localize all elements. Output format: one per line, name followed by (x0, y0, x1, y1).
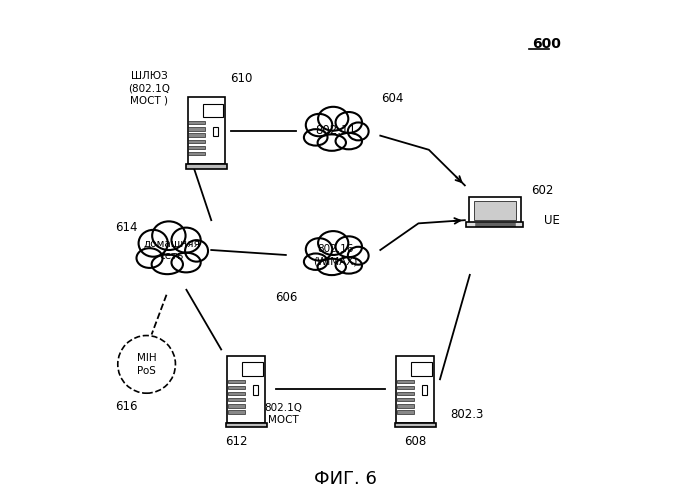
FancyBboxPatch shape (213, 126, 218, 136)
Ellipse shape (336, 133, 362, 150)
FancyBboxPatch shape (189, 121, 205, 124)
FancyBboxPatch shape (397, 410, 414, 414)
FancyBboxPatch shape (189, 134, 205, 137)
FancyBboxPatch shape (397, 398, 414, 402)
Ellipse shape (318, 107, 348, 130)
Ellipse shape (336, 257, 362, 274)
Text: 602: 602 (531, 184, 553, 197)
FancyBboxPatch shape (228, 410, 245, 414)
Ellipse shape (348, 247, 368, 264)
Ellipse shape (336, 236, 362, 257)
Text: 802.11: 802.11 (315, 124, 356, 137)
FancyBboxPatch shape (227, 356, 265, 423)
Ellipse shape (318, 258, 346, 275)
Text: 616: 616 (115, 400, 138, 413)
Text: 802.1Q
МОСТ: 802.1Q МОСТ (265, 403, 303, 425)
Ellipse shape (348, 122, 368, 140)
Text: 612: 612 (225, 435, 247, 448)
Text: 802.3: 802.3 (451, 408, 484, 420)
Ellipse shape (318, 231, 348, 255)
Text: 604: 604 (381, 92, 404, 105)
Text: UE: UE (544, 214, 560, 226)
Ellipse shape (152, 222, 186, 250)
FancyBboxPatch shape (189, 127, 205, 130)
FancyBboxPatch shape (397, 380, 414, 383)
FancyBboxPatch shape (228, 392, 245, 396)
Ellipse shape (306, 238, 332, 260)
FancyBboxPatch shape (189, 146, 205, 149)
Ellipse shape (139, 230, 168, 256)
FancyBboxPatch shape (397, 386, 414, 389)
Text: 802.16
(WIMAX): 802.16 (WIMAX) (313, 244, 358, 266)
Ellipse shape (318, 134, 346, 151)
Text: 606: 606 (274, 290, 297, 304)
Text: 600: 600 (532, 36, 561, 51)
Ellipse shape (185, 240, 208, 262)
FancyBboxPatch shape (189, 152, 205, 155)
Ellipse shape (336, 112, 362, 133)
FancyBboxPatch shape (466, 222, 523, 228)
FancyBboxPatch shape (228, 386, 245, 389)
FancyBboxPatch shape (228, 398, 245, 402)
FancyBboxPatch shape (189, 140, 205, 143)
FancyBboxPatch shape (411, 362, 432, 376)
Ellipse shape (137, 248, 162, 268)
Ellipse shape (304, 129, 328, 146)
FancyBboxPatch shape (422, 385, 427, 394)
Text: ШЛЮЗ
(802.1Q
МОСТ ): ШЛЮЗ (802.1Q МОСТ ) (128, 71, 170, 106)
Ellipse shape (151, 254, 183, 274)
Text: домашняя
сеть: домашняя сеть (143, 239, 200, 261)
FancyBboxPatch shape (186, 164, 227, 169)
FancyBboxPatch shape (188, 97, 225, 164)
FancyBboxPatch shape (202, 104, 223, 117)
Text: 608: 608 (404, 435, 426, 448)
Text: ФИГ. 6: ФИГ. 6 (314, 470, 377, 488)
FancyBboxPatch shape (468, 197, 521, 223)
FancyBboxPatch shape (397, 404, 414, 407)
FancyBboxPatch shape (395, 423, 435, 428)
FancyBboxPatch shape (225, 423, 267, 428)
FancyBboxPatch shape (253, 385, 258, 394)
Text: 614: 614 (115, 221, 138, 234)
FancyBboxPatch shape (228, 380, 245, 383)
Text: MIH
PoS: MIH PoS (137, 353, 156, 376)
Ellipse shape (306, 114, 332, 136)
FancyBboxPatch shape (397, 356, 434, 423)
Ellipse shape (171, 228, 200, 252)
FancyBboxPatch shape (243, 362, 263, 376)
FancyBboxPatch shape (228, 404, 245, 407)
Text: 610: 610 (230, 72, 252, 85)
FancyBboxPatch shape (397, 392, 414, 396)
Ellipse shape (304, 254, 328, 270)
FancyBboxPatch shape (474, 201, 515, 220)
Ellipse shape (171, 252, 200, 272)
